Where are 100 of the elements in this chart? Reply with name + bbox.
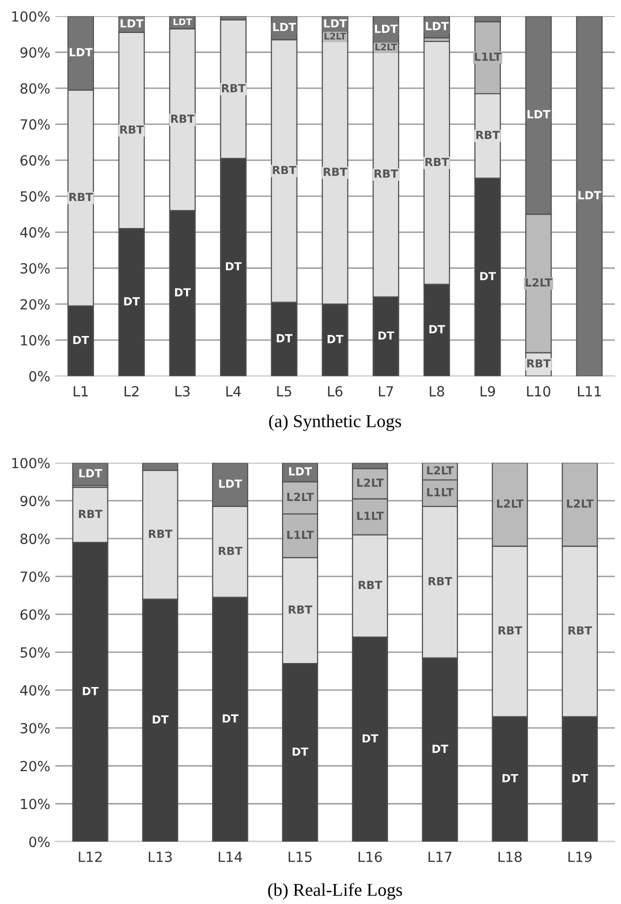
text: (b) Real-Life Logs xyxy=(268,883,402,900)
data-label: LDT xyxy=(70,48,93,56)
y-tick-label: 90% xyxy=(20,47,50,58)
data-label: LDT xyxy=(528,110,550,118)
x-tick-label: L10 xyxy=(527,386,550,397)
x-tick-label: L19 xyxy=(568,852,592,862)
y-tick-label: 20% xyxy=(20,760,50,772)
data-label: RBT xyxy=(425,158,449,166)
x-tick-label: L14 xyxy=(218,852,242,862)
data-label: L2LT xyxy=(357,478,384,487)
data-label: RBT xyxy=(69,192,93,202)
y-tick-label: 40% xyxy=(20,227,50,238)
x-tick-label: L15 xyxy=(288,852,312,862)
data-label: RBT xyxy=(476,130,500,139)
data-label: L2LT xyxy=(497,499,524,508)
data-label: DT xyxy=(222,714,238,723)
data-label: L2LT xyxy=(567,499,594,508)
data-label: L2LT xyxy=(427,466,454,474)
y-tick-label: 10% xyxy=(21,798,50,810)
y-tick-label: 40% xyxy=(20,685,50,696)
data-label: RBT xyxy=(358,580,382,590)
x-tick-label: L2 xyxy=(124,386,138,396)
y-tick-label: 50% xyxy=(20,647,50,658)
x-tick-label: L7 xyxy=(378,386,393,396)
data-label: LDT xyxy=(426,22,449,30)
y-tick-label: 70% xyxy=(20,119,50,130)
x-tick-label: L18 xyxy=(498,852,522,862)
y-tick-label: 60% xyxy=(20,609,50,620)
x-tick-label: L12 xyxy=(78,852,102,862)
data-label: DT xyxy=(502,774,518,782)
x-tick-label: L6 xyxy=(328,386,342,397)
data-label: DT xyxy=(152,715,169,724)
data-label: LDT xyxy=(79,469,102,478)
y-tick-label: 60% xyxy=(20,155,50,166)
data-label: DT xyxy=(328,335,344,344)
data-label: L2LT xyxy=(287,492,314,501)
bar xyxy=(576,16,603,376)
data-label: RBT xyxy=(218,546,242,555)
data-label: RBT xyxy=(148,530,172,538)
x-tick-label: L5 xyxy=(277,386,292,397)
data-label: L2LT xyxy=(375,44,398,50)
data-label: RBT xyxy=(374,170,398,178)
data-label: LDT xyxy=(120,19,144,28)
data-label: LDT xyxy=(289,467,312,476)
data-label: DT xyxy=(276,334,293,342)
data-label: LDT xyxy=(374,24,398,33)
data-label: RBT xyxy=(171,114,195,123)
data-label: RBT xyxy=(222,84,246,92)
data-label: RBT xyxy=(120,125,144,134)
x-tick-label: L1 xyxy=(74,386,88,396)
x-tick-label: L3 xyxy=(176,386,190,397)
x-tick-label: L17 xyxy=(428,852,452,862)
data-label: DT xyxy=(73,336,90,344)
data-label: L1LT xyxy=(287,530,314,539)
x-tick-label: L9 xyxy=(480,386,495,397)
y-tick-label: 0% xyxy=(29,836,50,848)
data-label: RBT xyxy=(498,626,522,634)
data-label: DT xyxy=(82,686,99,696)
data-label: L1LT xyxy=(427,488,454,496)
y-tick-label: 0% xyxy=(29,371,50,382)
data-label: L2LT xyxy=(526,278,552,286)
y-tick-label: 20% xyxy=(20,299,50,310)
y-tick-label: 30% xyxy=(20,263,50,274)
data-label: DT xyxy=(362,734,378,742)
data-label: LDT xyxy=(578,191,602,200)
x-tick-label: L16 xyxy=(358,852,382,862)
y-tick-label: 100% xyxy=(12,11,50,22)
data-label: DT xyxy=(226,262,242,270)
data-label: DT xyxy=(429,325,446,334)
data-label: RBT xyxy=(78,510,102,518)
data-label: DT xyxy=(432,744,448,753)
data-label: L2LT xyxy=(324,32,346,40)
x-tick-label: L8 xyxy=(430,386,444,397)
data-label: RBT xyxy=(272,166,296,174)
data-label: RBT xyxy=(324,168,348,176)
data-label: DT xyxy=(292,748,308,756)
data-label: DT xyxy=(572,774,588,782)
data-label: RBT xyxy=(568,626,592,634)
data-label: RBT xyxy=(288,606,312,614)
y-tick-label: 70% xyxy=(20,571,50,582)
x-tick-label: L13 xyxy=(148,852,172,862)
text: (a) Synthetic Logs xyxy=(269,414,402,431)
y-tick-label: 50% xyxy=(20,191,50,202)
data-label: RBT xyxy=(527,359,551,368)
data-label: LDT xyxy=(324,19,347,28)
y-tick-label: 80% xyxy=(20,83,50,94)
y-tick-label: 90% xyxy=(20,496,50,506)
y-tick-label: 10% xyxy=(21,335,50,346)
data-label: L1LT xyxy=(474,52,502,61)
data-label: DT xyxy=(175,288,191,296)
data-label: RBT xyxy=(428,577,452,586)
y-tick-label: 80% xyxy=(20,534,50,544)
data-label: DT xyxy=(480,272,496,280)
y-tick-label: 30% xyxy=(20,722,50,734)
data-label: DT xyxy=(124,297,140,306)
x-tick-label: L4 xyxy=(226,386,241,396)
data-label: DT xyxy=(378,331,394,340)
data-label: LDT xyxy=(174,18,192,26)
y-tick-label: 100% xyxy=(12,458,50,468)
data-label: LDT xyxy=(219,480,242,488)
